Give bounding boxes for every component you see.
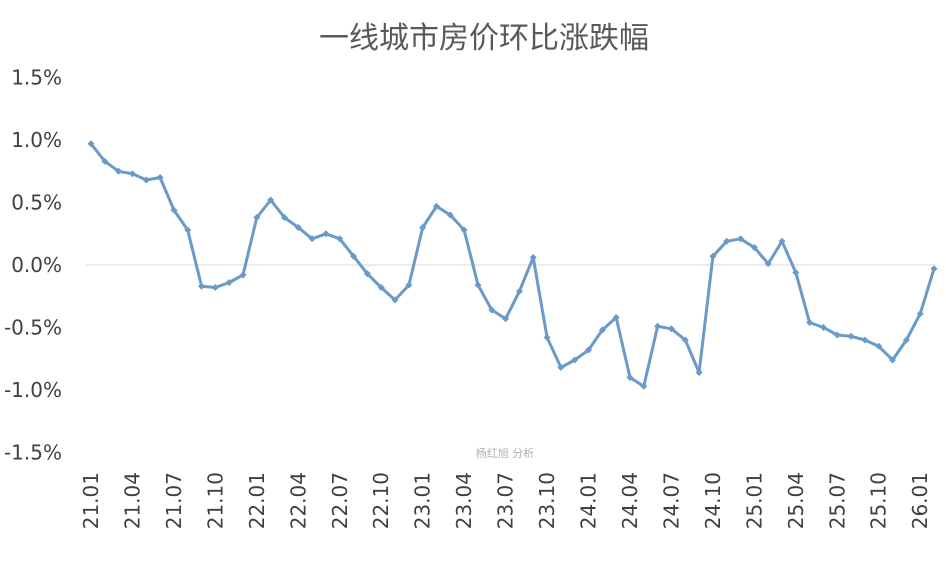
data-point [253,214,261,221]
y-tick-label: -1.0% [4,378,62,402]
data-point [737,235,745,243]
data-point [294,224,302,231]
data-point [336,235,344,243]
data-point [875,342,883,350]
y-tick-label: 0.5% [11,191,62,215]
data-point [198,282,206,290]
data-point [322,230,330,238]
data-point [640,382,648,390]
data-point [433,202,440,210]
data-point [405,281,413,289]
y-tick-label: -0.5% [4,316,62,340]
x-tick-label: 22.04 [286,472,310,529]
x-tick-label: 21.04 [120,472,144,529]
x-tick-label: 24.04 [618,472,642,529]
data-point [225,279,233,286]
data-point [571,356,579,364]
y-axis: 1.5% 1.0% 0.5% 0.0% -0.5% -1.0% -1.5% [4,66,62,465]
x-axis: 21.01 21.04 21.07 21.10 22.01 22.04 22.07 22.10… [79,472,932,529]
x-tick-label: 24.07 [659,472,683,529]
x-tick-label: 22.10 [369,472,393,529]
data-point [419,224,427,231]
data-point [585,346,593,354]
data-point [847,332,855,340]
x-tick-label: 25.10 [867,472,891,529]
data-point [350,252,358,260]
data-point [529,254,537,261]
data-point [239,271,247,279]
data-point [543,334,551,341]
data-point [211,284,219,291]
data-point [902,336,910,344]
data-point [87,140,95,148]
data-point [115,167,123,175]
data-point [889,356,897,364]
x-tick-label: 22.07 [328,472,352,529]
data-point [861,336,869,344]
x-tick-label: 25.04 [784,472,808,529]
data-point [654,322,662,330]
y-tick-label: 1.0% [11,128,62,152]
x-tick-label: 26.01 [908,472,932,529]
y-tick-label: -1.5% [4,441,62,465]
data-point [806,319,814,326]
x-tick-label: 25.01 [742,472,766,529]
data-point [626,374,634,381]
data-point [460,226,468,234]
data-point [502,315,510,323]
data-point [695,369,703,376]
data-point [833,331,841,339]
data-point [474,281,482,289]
data-point [488,306,496,314]
data-point [612,314,620,321]
data-point [142,176,150,184]
x-tick-label: 21.01 [79,472,103,529]
x-tick-label: 23.04 [452,472,476,529]
data-point [267,196,275,204]
data-point [280,214,288,221]
x-tick-label: 21.07 [162,472,186,529]
x-tick-label: 24.10 [701,472,725,529]
y-tick-label: 0.0% [11,253,62,277]
data-point [128,170,136,178]
data-point [723,237,731,245]
data-point [391,296,399,304]
data-point [446,211,454,219]
data-point [184,226,192,234]
x-tick-label: 21.10 [203,472,227,529]
data-point [667,325,675,333]
data-point [156,174,164,181]
data-point [308,235,316,243]
watermark-text: 杨红旭 分析 [476,446,535,460]
data-point [101,157,109,165]
data-point [598,326,606,334]
data-point [916,310,924,318]
x-tick-label: 22.01 [245,472,269,529]
data-point [515,287,523,295]
data-point [709,252,717,260]
x-tick-label: 23.10 [535,472,559,529]
data-point [778,237,786,245]
data-point [363,270,371,278]
data-point [819,324,827,331]
series-line [89,142,936,388]
data-point [764,260,772,268]
data-point [170,206,178,214]
x-tick-label: 24.01 [577,472,601,529]
x-tick-label: 25.07 [825,472,849,529]
data-point [681,336,689,344]
y-tick-label: 1.5% [11,66,62,90]
series-markers [87,140,938,390]
data-point [930,265,938,273]
x-tick-label: 23.01 [411,472,435,529]
data-point [750,244,758,251]
data-point [557,364,565,371]
chart-title: 一线城市房价环比涨跌幅 [319,21,649,56]
data-point [792,269,800,276]
data-point [377,284,385,291]
x-tick-label: 23.07 [494,472,518,529]
